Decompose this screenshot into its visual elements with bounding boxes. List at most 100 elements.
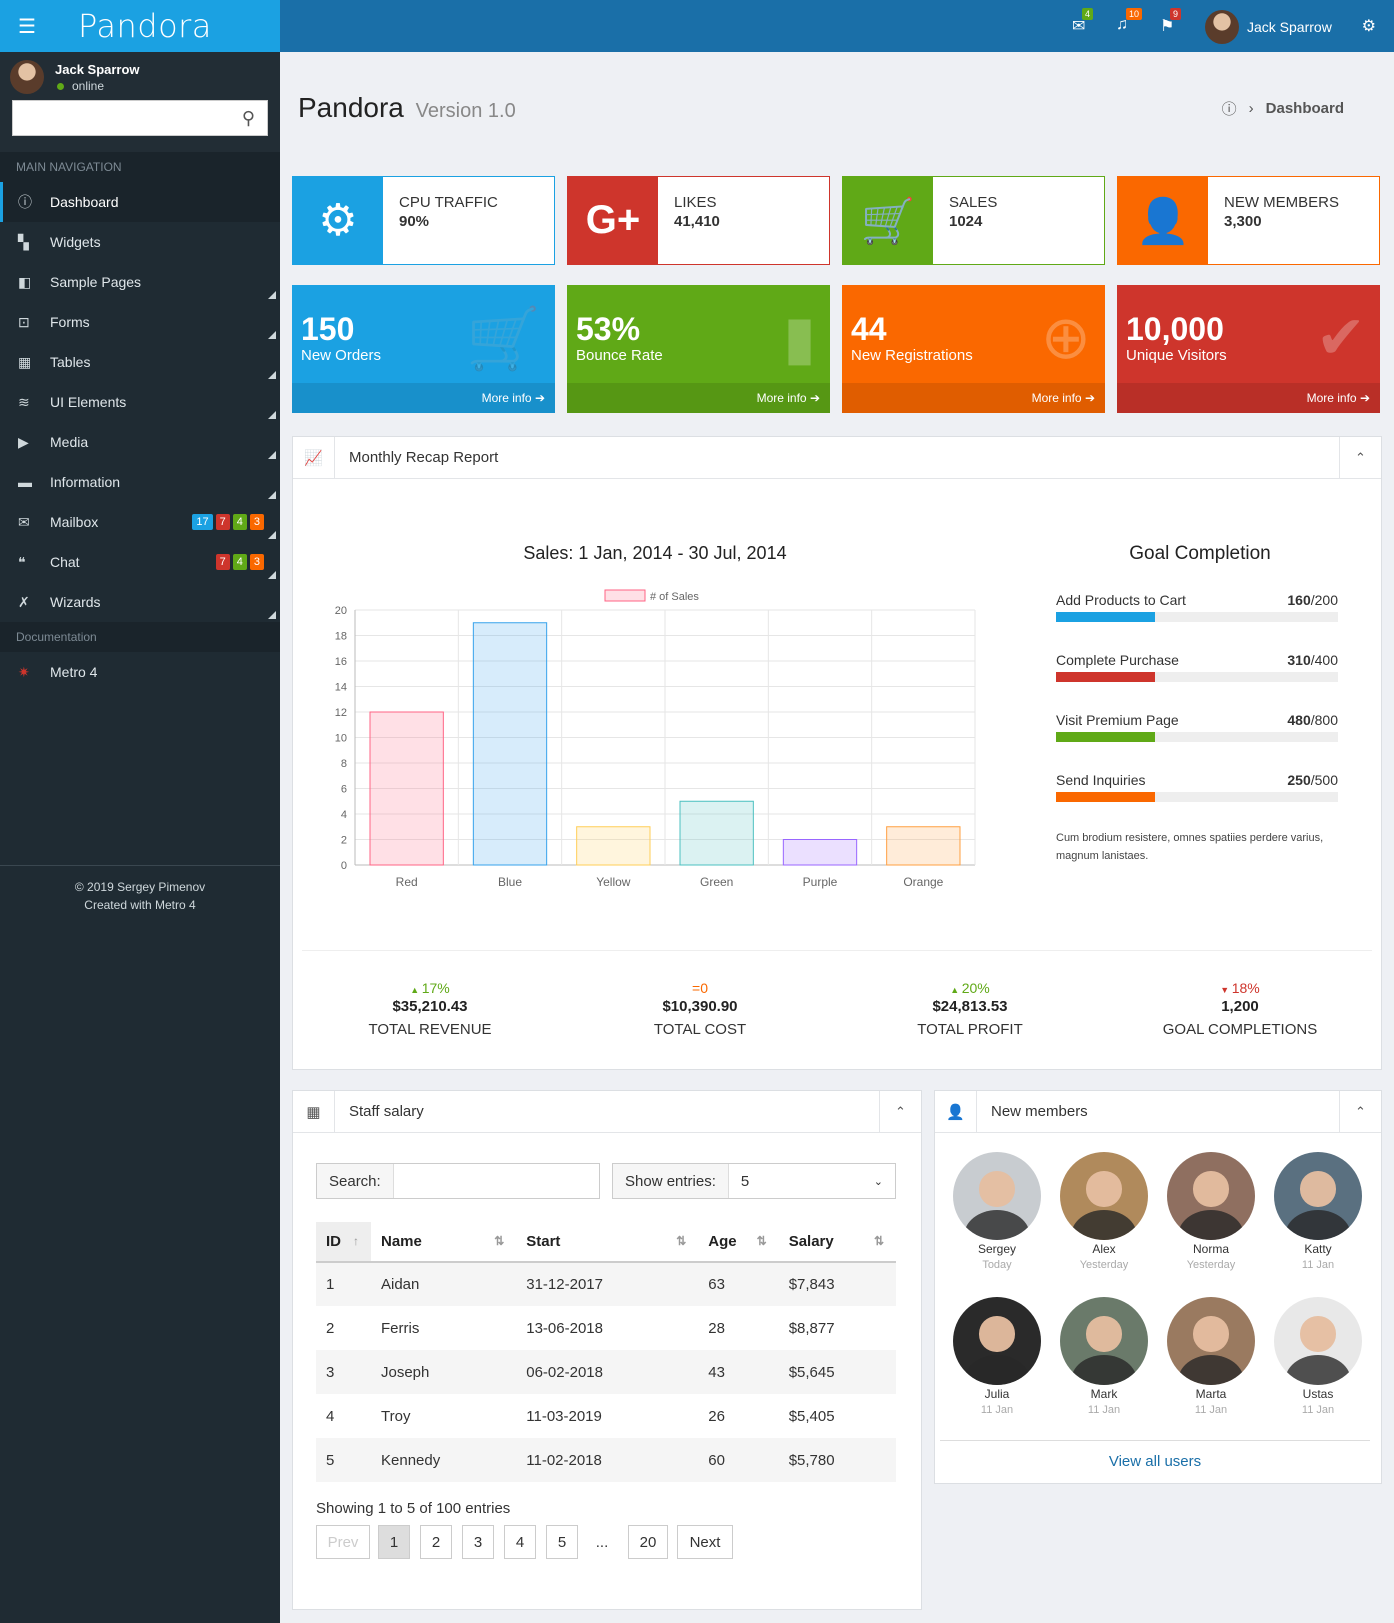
pager-button[interactable]: 2 [420, 1525, 452, 1559]
collapse-icon[interactable]: ⌃ [879, 1091, 921, 1132]
sidebar-item-widgets[interactable]: ▚ Widgets [0, 222, 280, 262]
table-search-input[interactable]: Search: [316, 1163, 600, 1199]
topbar-user-menu[interactable]: Jack Sparrow [1205, 10, 1332, 44]
column-header-name[interactable]: Name ⇅ [371, 1222, 517, 1263]
column-header-start[interactable]: Start ⇅ [516, 1222, 699, 1263]
table-cell: Troy [381, 1407, 411, 1425]
sidebar-item-label: Mailbox [50, 514, 99, 530]
info-box[interactable]: 👤 NEW MEMBERS 3,300 [1117, 176, 1380, 265]
arrow-right-icon: ➔ [806, 391, 820, 405]
summary-stat: ▼ 18% 1,200 GOAL COMPLETIONS [1105, 980, 1375, 1038]
settings-icon[interactable]: ⚙ [1361, 18, 1376, 35]
search-icon[interactable]: ⚲ [241, 108, 255, 128]
table-cell: 2 [326, 1319, 335, 1337]
column-header-age[interactable]: Age ⇅ [698, 1222, 779, 1263]
brand-logo[interactable]: Pandora [78, 7, 212, 45]
pager-button[interactable]: 5 [546, 1525, 578, 1559]
more-info-link[interactable]: More info ➔ [292, 383, 555, 413]
member-avatar[interactable] [1274, 1152, 1362, 1240]
pager-button[interactable]: 20 [628, 1525, 668, 1559]
member-card[interactable]: Norma Yesterday [1166, 1152, 1256, 1271]
entries-select[interactable]: Show entries: 5 ⌄ [612, 1163, 896, 1199]
bar-yellow[interactable] [576, 826, 651, 866]
sidebar-item-sample-pages[interactable]: ◧ Sample Pages [0, 262, 280, 302]
member-name: Katty [1304, 1242, 1332, 1256]
bar-orange[interactable] [886, 826, 961, 866]
pager-button[interactable]: 3 [462, 1525, 494, 1559]
sidebar-item-information[interactable]: ▬ Information [0, 462, 280, 502]
table-row[interactable]: 5 Kennedy 11-02-2018 60 $5,780 [316, 1438, 896, 1482]
dashboard-icon[interactable]: ⓘ [1221, 101, 1237, 118]
sidebar-item-chat[interactable]: ❝ Chat 7 4 3 [0, 542, 280, 582]
pager-button[interactable]: 4 [504, 1525, 536, 1559]
sidebar-item-forms[interactable]: ⊡ Forms [0, 302, 280, 342]
tile-value: 10,000 [1126, 311, 1224, 347]
info-box[interactable]: ⚙ CPU TRAFFIC 90% [292, 176, 555, 265]
bar-blue[interactable] [472, 622, 548, 866]
collapse-icon[interactable]: ⌃ [1339, 437, 1381, 478]
x-tick-label: Yellow [596, 875, 631, 889]
member-card[interactable]: Marta 11 Jan [1166, 1297, 1256, 1416]
sidebar-item-media[interactable]: ▶ Media [0, 422, 280, 462]
member-avatar[interactable] [953, 1297, 1041, 1385]
member-avatar[interactable] [953, 1152, 1041, 1240]
member-avatar[interactable] [1167, 1152, 1255, 1240]
goal-label: Complete Purchase [1056, 652, 1179, 668]
sidebar-item-dashboard[interactable]: ⓘ Dashboard [0, 182, 280, 222]
member-card[interactable]: Ustas 11 Jan [1273, 1297, 1363, 1416]
column-header-id[interactable]: ID ↑ [316, 1222, 371, 1263]
y-tick-label: 10 [335, 733, 347, 745]
bar-red[interactable] [369, 711, 444, 866]
sidebar-item-metro4[interactable]: ✷ Metro 4 [0, 652, 280, 692]
y-tick-label: 0 [341, 860, 347, 872]
more-info-label: More info [481, 391, 532, 405]
info-box[interactable]: 🛒 SALES 1024 [842, 176, 1105, 265]
member-card[interactable]: Sergey Today [952, 1152, 1042, 1271]
sidebar-item-ui-elements[interactable]: ≋ UI Elements [0, 382, 280, 422]
mail-icon[interactable]: ✉ 4 [1072, 8, 1094, 36]
sidebar-item-label: Wizards [50, 594, 101, 610]
view-all-users-link[interactable]: View all users [940, 1440, 1370, 1470]
member-avatar[interactable] [1060, 1152, 1148, 1240]
info-box[interactable]: G+ LIKES 41,410 [567, 176, 830, 265]
pager-button[interactable]: Next [677, 1525, 733, 1559]
sidebar-item-wizards[interactable]: ✗ Wizards [0, 582, 280, 622]
member-card[interactable]: Alex Yesterday [1059, 1152, 1149, 1271]
user-avatar[interactable] [10, 60, 44, 94]
more-info-link[interactable]: More info ➔ [842, 383, 1105, 413]
collapse-icon[interactable]: ⌃ [1339, 1091, 1381, 1132]
user-name: Jack Sparrow [55, 62, 140, 77]
pager-button[interactable]: Prev [316, 1525, 370, 1559]
member-avatar[interactable] [1060, 1297, 1148, 1385]
progress-bar [1056, 672, 1338, 682]
y-tick-label: 14 [335, 682, 347, 694]
table-row[interactable]: 4 Troy 11-03-2019 26 $5,405 [316, 1394, 896, 1438]
bell-icon[interactable]: ♫ 10 [1116, 8, 1143, 34]
column-header-salary[interactable]: Salary ⇅ [778, 1222, 896, 1263]
y-tick-label: 6 [341, 784, 347, 796]
bar-green[interactable] [679, 800, 754, 866]
table-row[interactable]: 1 Aidan 31-12-2017 63 $7,843 [316, 1262, 896, 1306]
member-avatar[interactable] [1274, 1297, 1362, 1385]
x-tick-label: Orange [903, 875, 943, 889]
member-card[interactable]: Katty 11 Jan [1273, 1152, 1363, 1271]
member-card[interactable]: Mark 11 Jan [1059, 1297, 1149, 1416]
sidebar-item-mailbox[interactable]: ✉ Mailbox 17 7 4 3 [0, 502, 280, 542]
bar-purple[interactable] [782, 839, 858, 866]
sidebar-item-label: Forms [50, 314, 90, 330]
divider [302, 950, 1372, 951]
member-card[interactable]: Julia 11 Jan [952, 1297, 1042, 1416]
table-row[interactable]: 3 Joseph 06-02-2018 43 $5,645 [316, 1350, 896, 1394]
goal-total: /200 [1310, 592, 1338, 608]
member-date: 11 Jan [980, 1404, 1014, 1416]
sidebar-item-tables[interactable]: ▦ Tables [0, 342, 280, 382]
user-status: online [57, 79, 104, 93]
table-row[interactable]: 2 Ferris 13-06-2018 28 $8,877 [316, 1306, 896, 1350]
sidebar-search-input[interactable]: ⚲ [12, 100, 268, 136]
more-info-link[interactable]: More info ➔ [1117, 383, 1380, 413]
member-avatar[interactable] [1167, 1297, 1255, 1385]
pager-button[interactable]: 1 [378, 1525, 410, 1559]
flag-icon[interactable]: ⚑ 9 [1160, 8, 1182, 36]
more-info-link[interactable]: More info ➔ [567, 383, 830, 413]
hamburger-menu-icon[interactable]: ☰ [18, 15, 36, 38]
